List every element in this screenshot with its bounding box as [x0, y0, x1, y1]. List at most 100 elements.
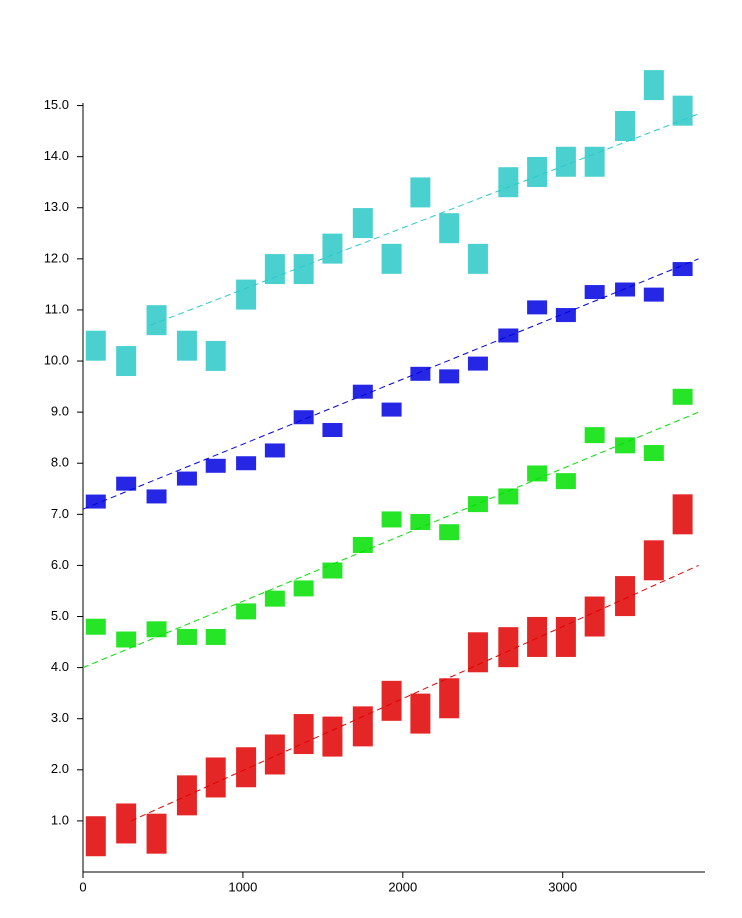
point-cluster	[672, 262, 693, 277]
y-tick-label: 4.0	[51, 659, 69, 674]
point-cluster	[643, 70, 664, 101]
point-cluster	[116, 476, 137, 491]
point-cluster	[352, 208, 373, 239]
point-cluster	[527, 616, 548, 657]
point-cluster	[498, 627, 519, 668]
point-cluster	[439, 678, 460, 719]
point-cluster	[643, 445, 664, 462]
y-tick-label: 8.0	[51, 455, 69, 470]
point-cluster	[176, 330, 197, 361]
point-cluster	[584, 596, 605, 637]
point-cluster	[467, 356, 488, 371]
point-cluster	[146, 813, 167, 854]
point-cluster	[293, 714, 314, 755]
point-cluster	[672, 388, 693, 405]
point-cluster	[643, 540, 664, 581]
point-cluster	[85, 618, 106, 635]
point-cluster	[615, 576, 636, 617]
trend-line	[82, 258, 699, 510]
point-cluster	[85, 330, 106, 361]
point-cluster	[643, 287, 664, 302]
point-cluster	[555, 146, 576, 177]
point-cluster	[439, 369, 460, 384]
point-cluster	[498, 328, 519, 343]
point-cluster	[584, 427, 605, 444]
y-tick-label: 6.0	[51, 557, 69, 572]
point-cluster	[264, 590, 285, 607]
trend-line	[130, 564, 699, 822]
point-cluster	[672, 494, 693, 535]
y-tick-label: 2.0	[51, 761, 69, 776]
y-tick-label: 14.0	[44, 148, 69, 163]
point-cluster	[146, 621, 167, 638]
point-cluster	[352, 536, 373, 553]
point-cluster	[236, 747, 257, 788]
point-cluster	[381, 243, 402, 274]
point-cluster	[615, 282, 636, 297]
point-cluster	[176, 628, 197, 645]
y-tick-label: 11.0	[45, 301, 69, 316]
point-cluster	[381, 402, 402, 417]
y-tick-label: 15.0	[44, 97, 69, 112]
point-cluster	[322, 423, 343, 438]
y-tick-label: 5.0	[51, 608, 69, 623]
point-cluster	[116, 631, 137, 648]
point-cluster	[264, 734, 285, 775]
y-tick-label: 3.0	[51, 710, 69, 725]
point-cluster	[236, 603, 257, 620]
y-tick-label: 7.0	[51, 506, 69, 521]
y-tick-label: 12.0	[44, 250, 69, 265]
point-cluster	[381, 511, 402, 528]
point-cluster	[293, 580, 314, 597]
y-tick-label: 13.0	[44, 199, 69, 214]
point-cluster	[498, 167, 519, 198]
point-cluster	[322, 716, 343, 757]
point-cluster	[352, 706, 373, 747]
point-cluster	[293, 410, 314, 425]
point-cluster	[322, 233, 343, 264]
point-cluster	[555, 308, 576, 323]
point-cluster	[352, 384, 373, 399]
y-tick-label: 9.0	[51, 404, 69, 419]
x-tick-label: 0	[79, 879, 86, 894]
x-tick-label: 2000	[388, 879, 417, 894]
point-cluster	[498, 488, 519, 505]
point-cluster	[527, 465, 548, 482]
point-cluster	[527, 156, 548, 187]
point-cluster	[146, 305, 167, 336]
point-cluster	[584, 285, 605, 300]
point-cluster	[85, 816, 106, 857]
point-cluster	[236, 279, 257, 310]
point-cluster	[146, 489, 167, 504]
point-cluster	[264, 443, 285, 458]
point-cluster	[205, 628, 226, 645]
point-cluster	[381, 680, 402, 721]
point-cluster	[236, 456, 257, 471]
point-cluster	[615, 110, 636, 141]
y-tick-label: 1.0	[51, 812, 69, 827]
point-cluster	[439, 213, 460, 244]
point-cluster	[615, 437, 636, 454]
point-cluster	[410, 366, 431, 381]
x-tick-label: 1000	[228, 879, 257, 894]
point-cluster	[85, 494, 106, 509]
point-cluster	[467, 632, 488, 673]
point-cluster	[293, 254, 314, 285]
point-cluster	[116, 346, 137, 377]
point-cluster	[555, 616, 576, 657]
trend-line	[149, 112, 701, 326]
point-cluster	[264, 254, 285, 285]
point-cluster	[410, 177, 431, 208]
point-cluster	[116, 803, 137, 844]
point-cluster	[555, 473, 576, 490]
point-cluster	[527, 300, 548, 315]
point-cluster	[672, 95, 693, 126]
point-cluster	[410, 693, 431, 734]
trend-line	[82, 411, 699, 669]
point-cluster	[176, 471, 197, 486]
x-tick-label: 3000	[548, 879, 577, 894]
point-cluster	[205, 757, 226, 798]
point-cluster	[467, 496, 488, 513]
point-cluster	[439, 524, 460, 541]
